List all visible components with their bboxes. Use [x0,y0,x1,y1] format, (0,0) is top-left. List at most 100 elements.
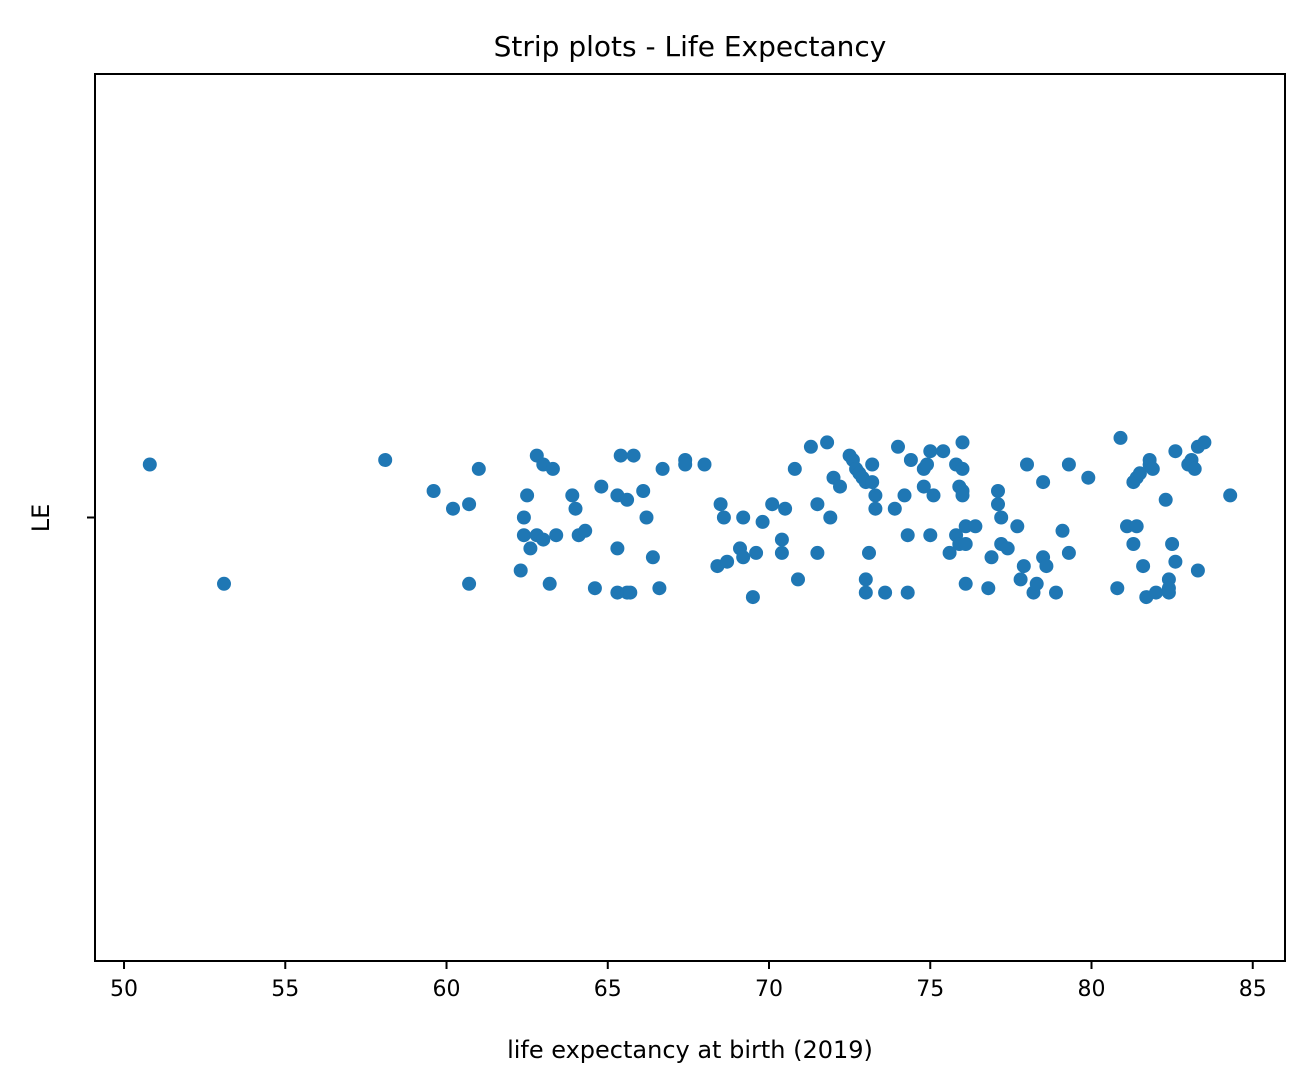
data-point [991,484,1005,498]
data-point [897,488,912,503]
data-point [378,453,393,467]
data-point [765,497,780,512]
data-point [1145,461,1160,476]
data-point [1036,475,1051,490]
data-point [1168,554,1183,569]
data-point [426,484,441,498]
data-point [1010,519,1025,534]
data-point [823,510,838,525]
data-point [942,545,957,560]
data-point [636,484,651,498]
data-point [713,497,728,512]
data-point [217,576,231,591]
data-point [578,523,593,538]
data-point [1016,559,1031,574]
data-point [955,461,970,476]
data-point [955,435,970,450]
data-point [923,528,938,543]
data-point [549,528,564,543]
data-point [639,510,654,525]
data-point [716,510,731,525]
data-point [523,541,538,556]
data-point [887,501,902,516]
data-point [1081,470,1096,485]
data-point [471,461,486,476]
data-point [613,448,628,463]
data-point [594,479,609,494]
data-point [620,492,635,507]
data-point [1149,585,1163,600]
x-tick-label: 75 [916,977,944,1002]
data-point [936,444,951,459]
data-point [536,532,551,547]
data-point [1120,519,1134,534]
data-point [513,563,528,578]
data-point [1158,492,1173,507]
data-point [916,479,931,494]
data-point [697,457,712,472]
data-point [1165,537,1180,551]
y-axis-label: LE [27,504,55,533]
data-point [1187,461,1202,476]
x-axis-label: life expectancy at birth (2019) [507,1036,873,1064]
data-point [991,497,1005,512]
data-point [903,453,918,467]
data-point [1055,523,1070,538]
data-point [774,545,789,560]
x-tick-label: 80 [1078,977,1106,1002]
data-point [1049,585,1063,600]
x-tick-label: 85 [1239,977,1267,1002]
data-point [1132,466,1147,481]
data-point [900,528,915,543]
data-point [446,501,460,516]
data-point [755,514,770,529]
data-point [1039,559,1054,574]
data-point [565,488,580,503]
data-point [545,461,560,476]
x-tick-label: 65 [594,977,622,1002]
data-point [810,545,825,560]
data-point [891,439,905,454]
data-point [920,457,934,472]
data-point [645,550,660,565]
data-point [858,585,873,600]
x-tick-label: 50 [110,977,138,1002]
data-point [736,550,751,565]
data-point [778,501,793,516]
data-point [655,461,670,476]
data-point [1168,444,1183,459]
data-point [1126,537,1141,551]
data-point [820,435,835,450]
data-point [958,519,973,534]
data-point [865,475,880,490]
data-point [749,545,764,560]
data-point [981,581,996,596]
data-point [833,479,847,494]
data-point [1129,519,1144,534]
data-point [736,510,751,525]
data-point [516,528,531,543]
data-point [626,448,641,463]
data-point [1136,559,1151,574]
data-point [1013,572,1028,587]
data-point [1110,581,1125,596]
data-point [652,581,667,596]
data-point [923,444,938,459]
data-point [878,585,893,600]
data-point [858,572,873,587]
data-point [1000,541,1015,556]
data-point [958,537,973,551]
data-point [610,541,625,556]
data-point [791,572,805,587]
data-point [516,510,531,525]
x-tick-label: 55 [271,977,299,1002]
data-point [587,581,602,596]
data-point [520,488,535,503]
data-point [1113,430,1128,445]
data-point [774,532,789,547]
data-point [803,439,818,454]
data-point [1061,545,1076,560]
data-point [1197,435,1212,450]
data-point [1029,576,1044,591]
